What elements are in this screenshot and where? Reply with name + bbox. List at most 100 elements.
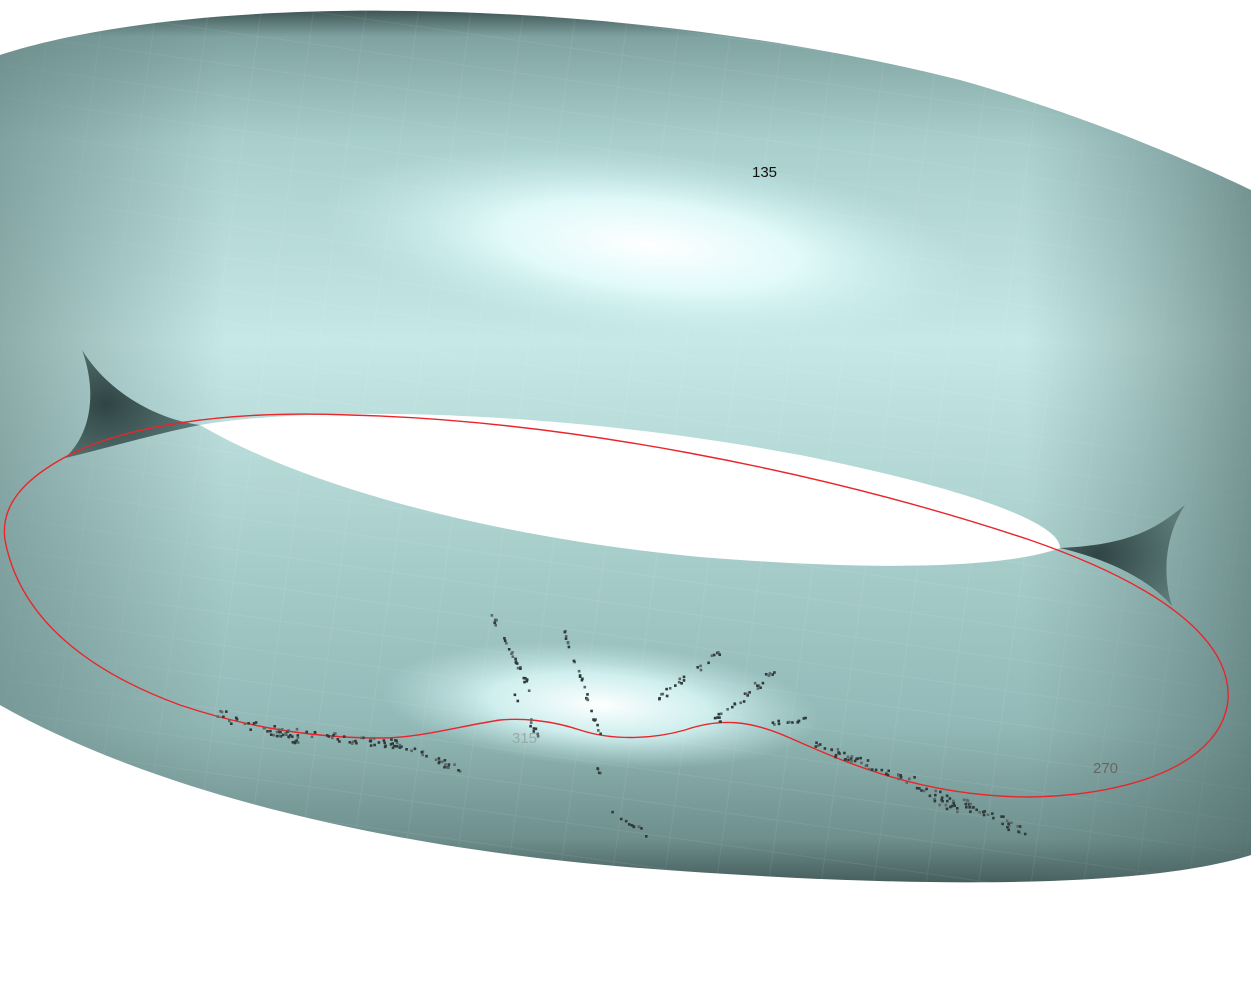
data-point [342,735,346,738]
data-point [230,722,233,725]
data-point [1016,825,1019,828]
data-point [982,813,986,817]
data-point [696,666,699,669]
inner-throat-left [65,350,200,458]
data-point [699,664,702,668]
data-point [707,661,710,665]
data-point [228,719,231,723]
data-point [263,726,266,730]
data-point [952,799,955,803]
data-point [945,807,949,811]
torus-hole [200,413,1060,566]
data-point [272,733,276,737]
data-point [804,716,807,720]
data-point [972,806,975,809]
data-point [332,734,335,737]
data-point [918,787,921,790]
data-point [678,677,682,681]
data-point [630,824,634,827]
data-point [992,816,995,820]
data-point [756,684,759,687]
data-point [390,738,393,741]
data-point [536,732,539,736]
data-point [975,808,978,812]
data-point [252,722,256,725]
data-point [275,730,279,734]
data-point [870,768,874,771]
data-point [590,709,593,713]
data-point [525,678,529,681]
data-point [645,835,648,838]
data-point [920,789,923,792]
data-point [733,702,736,705]
data-point [939,790,942,794]
data-point [956,807,959,810]
data-point [748,691,751,694]
data-point [420,750,424,754]
data-point [382,739,386,742]
data-point [580,678,584,682]
data-point [777,719,780,723]
data-point [745,692,748,696]
data-point [797,719,801,723]
data-point [726,708,729,711]
data-point [874,768,878,772]
data-point [928,794,932,798]
data-point [761,681,765,685]
data-point [933,797,936,801]
data-point [731,705,734,709]
data-point [786,721,790,724]
data-point [295,727,299,731]
data-point [628,823,631,826]
data-point [632,825,635,828]
data-point [771,721,775,724]
data-point [507,648,511,651]
data-point [838,752,841,755]
data-point [425,754,428,758]
data-point [682,675,686,679]
data-point [277,728,281,731]
data-point [287,735,290,738]
data-point [925,787,928,791]
data-point [968,806,971,809]
data-point [597,729,600,732]
data-point [830,748,834,752]
data-point [596,723,599,727]
data-point [410,749,413,753]
data-point [383,741,386,745]
data-point [281,733,285,737]
data-point [717,651,720,654]
data-point [661,692,665,696]
data-point [444,766,448,769]
data-point [915,786,919,790]
data-point [952,802,955,805]
data-point [310,735,314,739]
data-point [1002,815,1005,818]
data-point [384,744,387,748]
data-point [791,721,794,724]
data-point [637,825,641,828]
data-point [377,741,381,744]
data-point [1001,822,1004,826]
data-point [585,697,589,701]
data-point [532,730,536,733]
data-point [514,660,518,663]
data-point [599,732,602,736]
data-point [746,694,749,697]
data-point [563,630,567,634]
data-point [1023,832,1027,836]
data-point [532,727,536,730]
data-point [534,727,538,731]
data-point [933,799,937,803]
data-point [945,794,949,798]
data-point [493,621,496,625]
data-point [816,744,820,747]
data-point [577,669,581,673]
data-point [511,655,515,658]
data-point [867,767,871,771]
data-point [351,742,354,745]
data-point [946,799,949,803]
data-point [567,645,571,649]
data-point [981,810,985,814]
